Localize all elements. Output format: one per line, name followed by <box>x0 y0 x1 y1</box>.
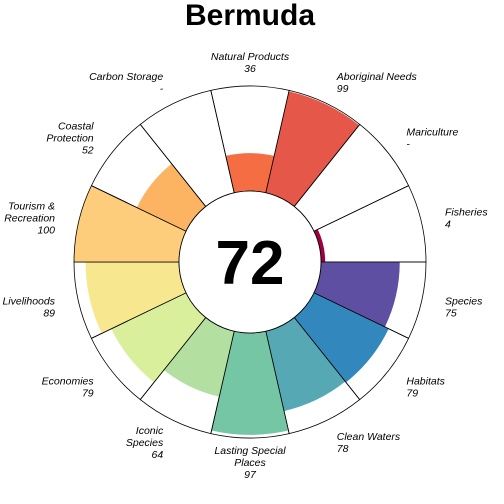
petal-label-aboriginal-needs: Aboriginal Needs <box>336 71 418 83</box>
petal-fill-clean-waters <box>265 317 346 412</box>
petal-fill-aboriginal-needs <box>265 91 360 207</box>
petal-label-tourism-and-recreation: Tourism & <box>8 200 55 212</box>
chart-title: Bermuda <box>185 0 315 32</box>
petal-outline-fisheries <box>313 185 427 263</box>
petal-fill-habitats <box>294 292 389 383</box>
petal-score-habitats: 79 <box>406 388 418 400</box>
petal-fill-economies <box>111 292 206 383</box>
petal-score-fisheries: 4 <box>445 218 451 230</box>
petal-score-livelihoods: 89 <box>43 308 55 320</box>
petal-label-tourism-and-recreation: Recreation <box>4 212 55 224</box>
petal-fill-tourism-and-recreation <box>74 185 187 262</box>
petal-score-iconic-species: 64 <box>152 449 164 461</box>
petal-label-iconic-species: Species <box>126 437 164 449</box>
petal-label-iconic-species: Iconic <box>136 425 164 437</box>
petal-label-coastal-protection: Coastal <box>58 120 94 132</box>
petal-score-carbon-storage: - <box>160 83 164 95</box>
petal-label-clean-waters: Clean Waters <box>337 431 401 443</box>
petal-label-lasting-special-places: Lasting Special <box>214 445 286 457</box>
petal-fill-iconic-species <box>163 317 235 397</box>
petal-fill-species <box>313 262 400 327</box>
petal-label-livelihoods: Livelihoods <box>2 296 55 308</box>
center-circle <box>178 190 322 334</box>
petal-label-mariculture: Mariculture <box>406 126 458 138</box>
petal-fill-natural-products <box>225 153 275 193</box>
petal-score-coastal-protection: 52 <box>82 144 94 156</box>
petal-fill-lasting-special-places <box>211 331 289 435</box>
petal-score-species: 75 <box>445 308 457 320</box>
petal-label-species: Species <box>445 296 483 308</box>
petal-score-economies: 79 <box>82 388 94 400</box>
petal-label-economies: Economies <box>42 376 95 388</box>
petal-score-clean-waters: 78 <box>337 443 349 455</box>
petal-score-natural-products: 36 <box>244 63 256 75</box>
petal-label-natural-products: Natural Products <box>211 51 290 63</box>
petal-label-habitats: Habitats <box>406 376 445 388</box>
center-score: 72 <box>216 229 285 298</box>
petal-label-fisheries: Fisheries <box>445 206 488 218</box>
petal-fill-coastal-protection <box>136 163 206 232</box>
petal-label-lasting-special-places: Places <box>234 457 266 469</box>
petal-score-lasting-special-places: 97 <box>244 469 257 481</box>
petal-score-tourism-and-recreation: 100 <box>37 224 55 236</box>
petal-fill-livelihoods <box>85 262 187 334</box>
petal-label-carbon-storage: Carbon Storage <box>89 71 163 83</box>
petal-score-aboriginal-needs: 99 <box>337 83 349 95</box>
petals <box>73 85 427 439</box>
petal-score-mariculture: - <box>406 138 410 150</box>
petal-label-coastal-protection: Protection <box>46 132 93 144</box>
